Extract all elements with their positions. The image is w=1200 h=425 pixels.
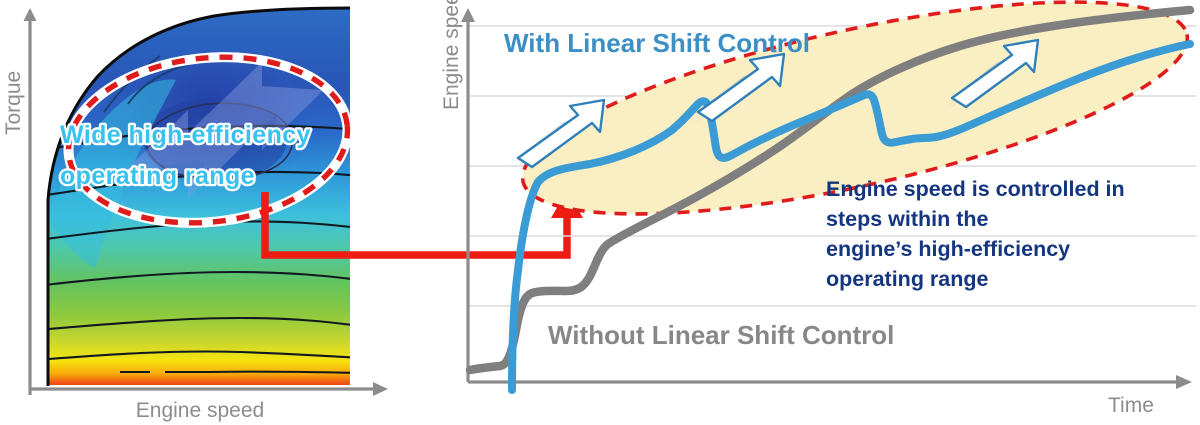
engine-speed-trace-panel: With Linear Shift Control Without Linear… — [440, 0, 1196, 417]
operating-range-spread-arrow — [128, 62, 322, 198]
full-load-boundary — [46, 6, 351, 386]
torque-axis-label: Torque — [2, 71, 25, 135]
engine-speed-axis-label: Engine speed — [136, 399, 264, 422]
high-efficiency-region-outline — [63, 52, 353, 228]
engine-speed-y-axis-label: Engine speed — [440, 0, 463, 110]
annotation-line-1: Engine speed is controlled in — [826, 177, 1125, 201]
efficiency-map-panel: Wide high-efficiency operating range Tor… — [2, 6, 388, 422]
time-axis-label: Time — [1108, 394, 1154, 417]
annotation-line-3: engine’s high-efficiency — [826, 237, 1070, 261]
annotation-line-4: operating range — [826, 267, 989, 291]
motion-arrow-1 — [505, 98, 606, 173]
series-with-label: With Linear Shift Control — [504, 28, 810, 58]
torque-axis — [23, 8, 37, 395]
engine-speed-y-axis — [461, 8, 475, 382]
motion-arrow-2 — [685, 52, 786, 127]
motion-arrow-3 — [939, 38, 1040, 113]
series-without-label: Without Linear Shift Control — [548, 320, 894, 350]
annotation-line-2: steps within the — [826, 207, 989, 231]
time-x-axis — [468, 375, 1192, 389]
engine-speed-axis — [30, 382, 388, 396]
series-with-linear-shift-control — [508, 40, 1194, 394]
map-caption-line1: Wide high-efficiency — [60, 121, 311, 149]
map-caption-line2: operating range — [60, 162, 255, 190]
